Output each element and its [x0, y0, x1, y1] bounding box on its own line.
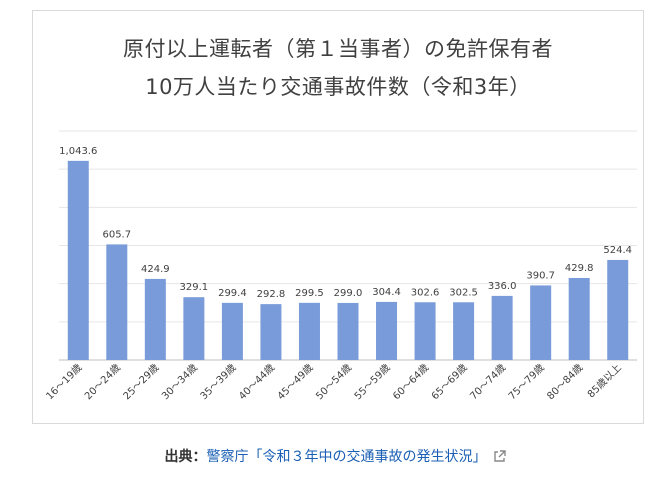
x-tick-label: 65～69歳 [429, 362, 470, 403]
chart-title-line2: 10万人当たり交通事故件数（令和3年） [145, 75, 531, 99]
bar [260, 304, 282, 360]
bar [221, 302, 243, 360]
source-label: 出典： [164, 449, 207, 465]
x-tick-label: 60～64歳 [391, 362, 432, 403]
chart-frame: 原付以上運転者（第１当事者）の免許保有者 10万人当たり交通事故件数（令和3年）… [32, 10, 644, 424]
data-label: 524.4 [603, 245, 632, 256]
x-tick-label: 20～24歳 [82, 362, 123, 403]
bar [414, 302, 436, 360]
data-label: 299.0 [334, 288, 363, 299]
source-link[interactable]: 警察庁「令和３年中の交通事故の発生状況」 [206, 449, 487, 465]
data-label: 429.8 [565, 263, 594, 274]
source-line: 出典：警察庁「令和３年中の交通事故の発生状況」 [0, 446, 670, 467]
bar [607, 259, 629, 360]
bar [67, 160, 89, 360]
x-tick-label: 45～49歳 [275, 362, 316, 403]
bar [106, 244, 128, 360]
x-tick-label: 75～79歳 [506, 362, 547, 403]
bar [183, 297, 205, 360]
bar [491, 295, 513, 360]
x-tick-label: 85歳以上 [585, 362, 624, 401]
bar [453, 302, 475, 360]
data-label: 299.5 [295, 288, 324, 299]
data-label: 302.6 [411, 287, 440, 298]
bar [298, 302, 320, 360]
data-label: 390.7 [526, 270, 555, 281]
data-label: 302.5 [449, 287, 478, 298]
bar [337, 302, 359, 360]
data-label: 605.7 [102, 229, 131, 240]
x-tick-label: 70～74歳 [468, 362, 509, 403]
x-tick-label: 25～29歳 [121, 362, 162, 403]
x-tick-label: 50～54歳 [313, 362, 354, 403]
bar [530, 285, 552, 360]
data-label: 336.0 [488, 281, 517, 292]
x-tick-label: 30～34歳 [159, 362, 200, 403]
x-tick-label: 80～84歳 [545, 362, 586, 403]
bar [568, 277, 590, 360]
data-label: 299.4 [218, 288, 247, 299]
bar [376, 301, 398, 360]
chart-title-line1: 原付以上運転者（第１当事者）の免許保有者 [123, 37, 553, 61]
external-link-icon[interactable] [493, 450, 506, 467]
data-label: 304.4 [372, 287, 401, 298]
data-label: 1,043.6 [59, 146, 97, 157]
x-tick-label: 16～19歳 [44, 362, 85, 403]
data-label: 292.8 [257, 289, 286, 300]
x-tick-label: 40～44歳 [236, 362, 277, 403]
bar-chart: 1,043.6 16～19歳 605.7 20～24歳 424.9 25～29歳 329.1… [44, 130, 637, 403]
data-label: 329.1 [180, 282, 209, 293]
x-tick-label: 35～39歳 [198, 362, 239, 403]
x-tick-label: 55～59歳 [352, 362, 393, 403]
bar [144, 278, 166, 360]
data-label: 424.9 [141, 264, 170, 275]
